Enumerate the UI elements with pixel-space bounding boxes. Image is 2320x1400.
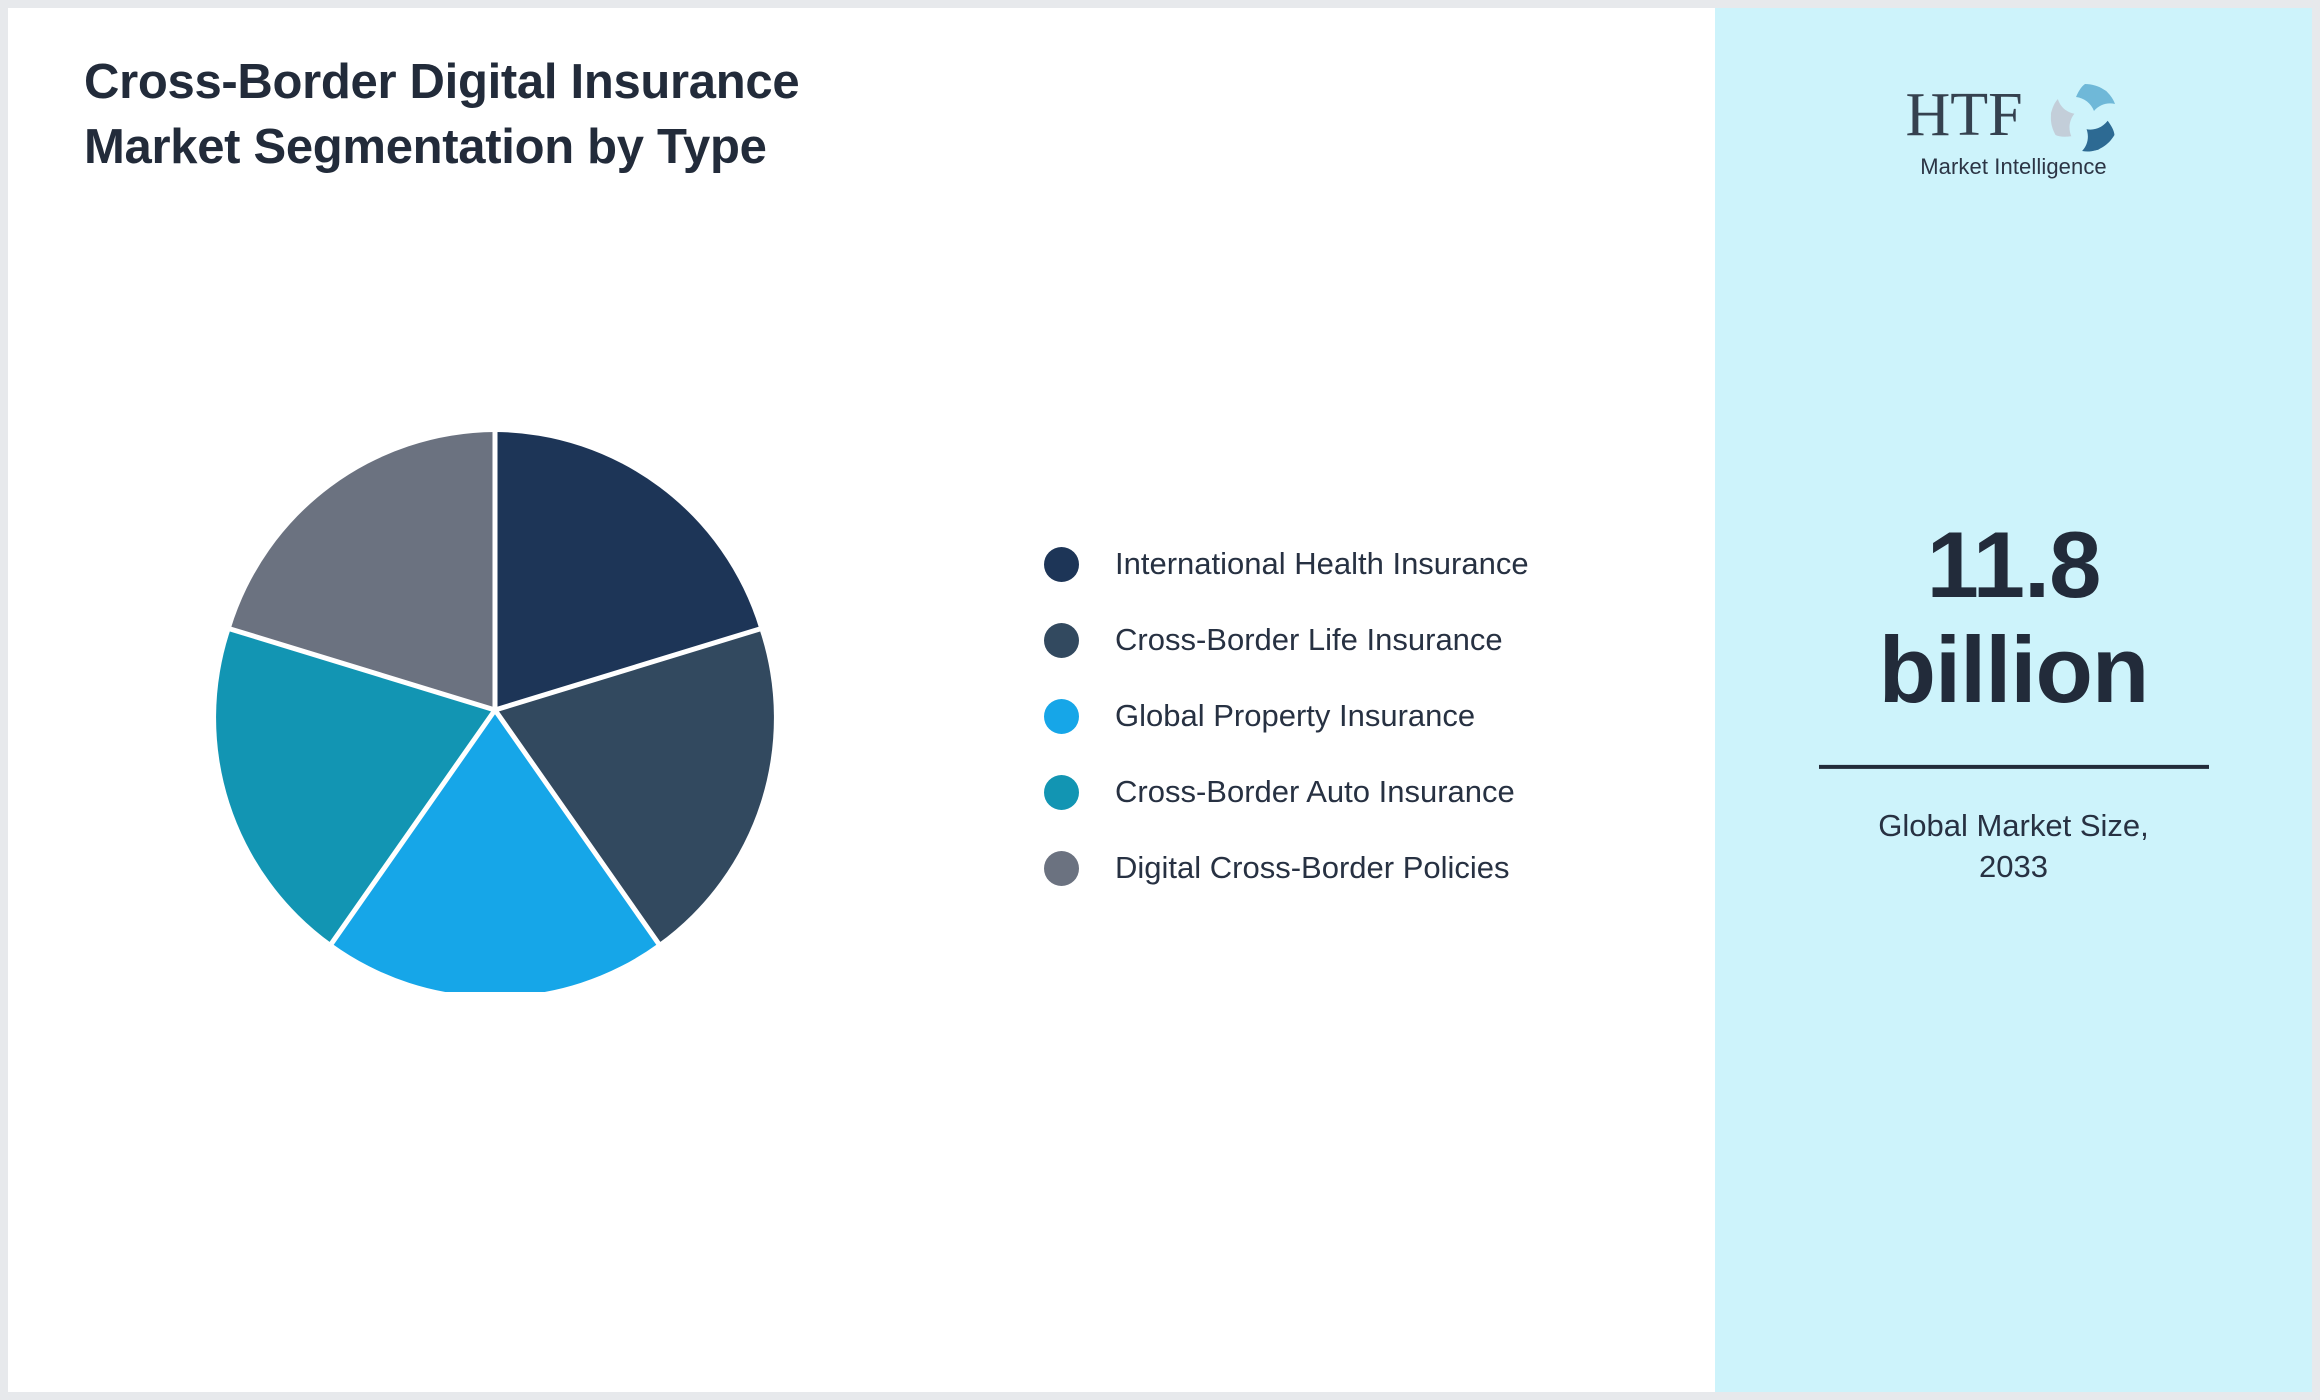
stat-divider — [1818, 764, 2209, 769]
brand-logo-top: HTF — [1894, 80, 2134, 156]
chart-legend: International Health Insurance Cross-Bor… — [1044, 526, 1529, 906]
stat-caption-line1: Global Market Size, — [1878, 807, 2149, 843]
pie-slice-dividers — [228, 429, 762, 946]
legend-item-digital-cross-border-policies[interactable]: Digital Cross-Border Policies — [1044, 830, 1529, 906]
legend-item-international-health-insurance[interactable]: International Health Insurance — [1044, 526, 1529, 602]
legend-swatch-icon — [1044, 850, 1079, 886]
pie-slice-global-property-insurance[interactable] — [331, 710, 659, 992]
stat-caption: Global Market Size, 2033 — [1755, 804, 2272, 888]
legend-item-label: International Health Insurance — [1115, 546, 1529, 581]
legend-item-label: Cross-Border Life Insurance — [1115, 622, 1503, 657]
stat-value-line2: billion — [1878, 617, 2150, 723]
legend-item-label: Cross-Border Auto Insurance — [1115, 774, 1515, 809]
legend-swatch-icon — [1044, 774, 1079, 810]
brand-tagline: Market Intelligence — [1920, 154, 2107, 179]
chart-title: Cross-Border Digital Insurance Market Se… — [84, 55, 800, 174]
chart-panel: Cross-Border Digital Insurance Market Se… — [8, 8, 1715, 1392]
pie-chart-svg — [216, 429, 774, 992]
legend-swatch-icon — [1044, 622, 1079, 658]
infographic-card: Cross-Border Digital Insurance Market Se… — [8, 8, 2312, 1392]
brand-logo: HTF — [1894, 80, 2134, 180]
pie-slice-cross-border-life-insurance[interactable] — [495, 629, 774, 944]
legend-swatch-icon — [1044, 546, 1079, 582]
pie-slice-cross-border-auto-insurance[interactable] — [216, 629, 495, 944]
legend-swatch-icon — [1044, 698, 1079, 734]
pie-slice-international-health-insurance[interactable] — [495, 432, 760, 710]
pie-slices — [216, 432, 774, 992]
stat-block: 11.8 billion Global Market Size, 2033 — [1715, 512, 2312, 888]
pie-slice-digital-cross-border-policies[interactable] — [230, 432, 496, 710]
stat-panel: HTF — [1715, 8, 2312, 1392]
legend-item-label: Global Property Insurance — [1115, 698, 1476, 733]
brand-name: HTF — [1905, 81, 2023, 149]
legend-item-label: Digital Cross-Border Policies — [1115, 850, 1510, 885]
legend-item-cross-border-life-insurance[interactable]: Cross-Border Life Insurance — [1044, 602, 1529, 678]
stat-value-line1: 11.8 — [1926, 511, 2102, 617]
pie-chart — [213, 428, 777, 992]
legend-item-cross-border-auto-insurance[interactable]: Cross-Border Auto Insurance — [1044, 754, 1529, 830]
htf-trio-circle-logo-icon — [2042, 78, 2128, 158]
stat-caption-line2: 2033 — [1979, 849, 2048, 885]
legend-item-global-property-insurance[interactable]: Global Property Insurance — [1044, 678, 1529, 754]
